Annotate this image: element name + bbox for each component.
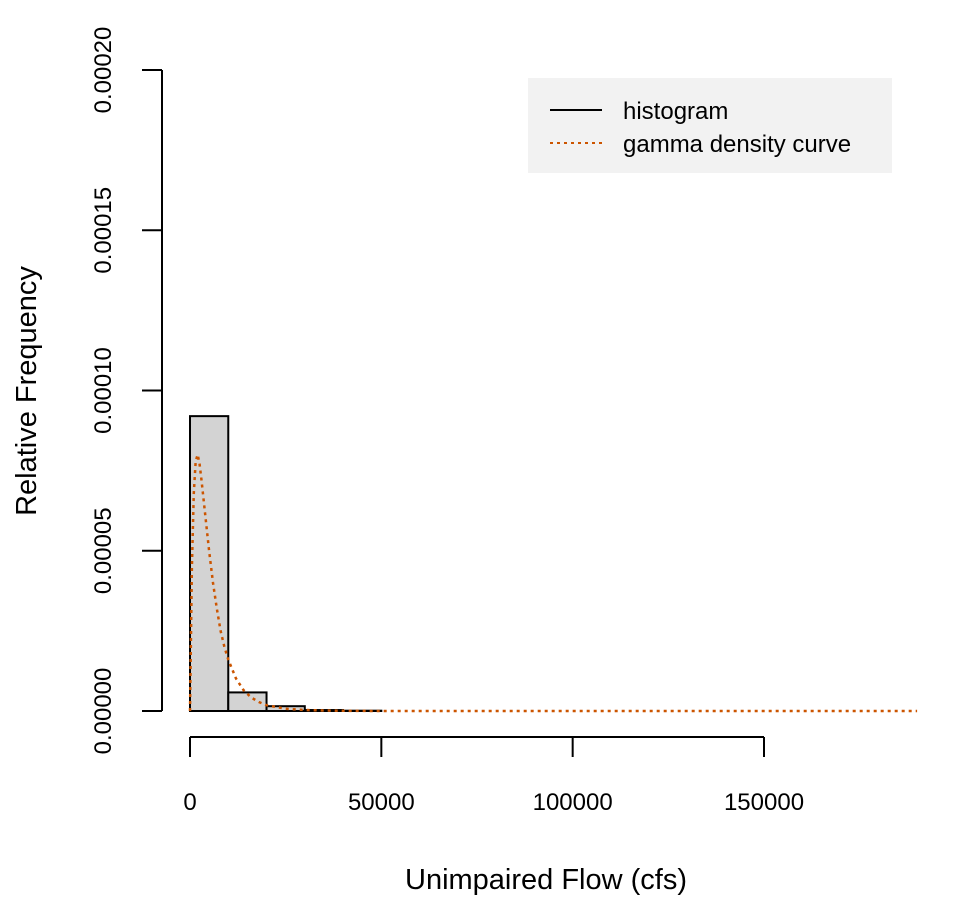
histogram-bars: [189, 415, 383, 713]
y-axis-title: Relative Frequency: [11, 266, 43, 516]
density-curve-layer: [188, 454, 918, 713]
x-tick-label: 0: [183, 789, 196, 816]
y-tick-label: 0.00005: [90, 507, 117, 594]
histogram-bar: [265, 705, 306, 713]
histogram-bar: [227, 691, 268, 713]
y-tick-label: 0.00015: [90, 187, 117, 274]
histogram-bar: [189, 415, 230, 712]
y-tick-label: 0.00020: [90, 27, 117, 114]
legend-label-gamma-curve: gamma density curve: [623, 131, 851, 158]
y-tick-label: 0.00000: [90, 668, 117, 755]
gamma-density-curve: [188, 454, 918, 713]
y-axis: 0.00000 0.00005 0.00010 0.00015 0.00020: [90, 27, 163, 755]
x-tick-label: 150000: [724, 789, 804, 816]
legend: histogram gamma density curve: [528, 78, 892, 173]
legend-label-histogram: histogram: [623, 98, 728, 125]
x-axis-title: Unimpaired Flow (cfs): [405, 864, 687, 896]
y-tick-label: 0.00010: [90, 347, 117, 434]
x-axis: 0 50000 100000 150000: [183, 736, 804, 816]
x-tick-label: 50000: [348, 789, 415, 816]
legend-box: [528, 78, 892, 173]
x-tick-label: 100000: [533, 789, 613, 816]
